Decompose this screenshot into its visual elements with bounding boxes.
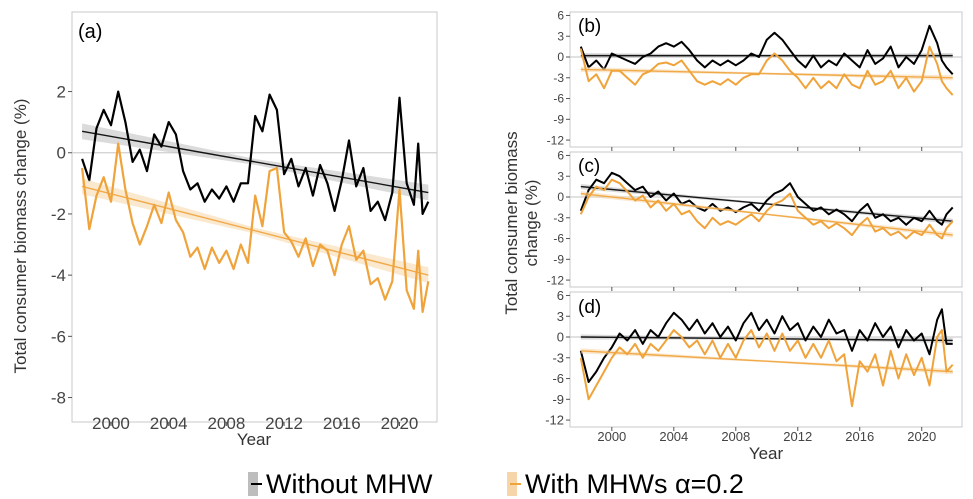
panel-a-ytick-label: 2 <box>57 83 66 102</box>
legend-label-without-mhw: Without MHW <box>266 469 433 499</box>
panel-a-xtick-label: 2016 <box>323 414 361 433</box>
panel-a-ytick-label: -4 <box>51 266 66 285</box>
panel-d-ytick-label: -6 <box>552 371 564 386</box>
panel-c-trend-line-0 <box>580 185 953 222</box>
panel-a-xlabel: Year <box>237 430 272 449</box>
panel-b-ytick-label: 3 <box>557 29 564 43</box>
panel-c-ytick-label: 0 <box>557 190 564 204</box>
panel-c-ytick-label: -6 <box>553 232 564 246</box>
panel-c-ytick-label: -3 <box>553 211 564 225</box>
panel-b: (b) 6 3 0 -3 -6 -9 -12 <box>547 9 963 151</box>
panel-a-ytick-label: -8 <box>51 388 66 407</box>
panel-d-ytick-label: -9 <box>552 392 564 407</box>
panel-d-xlabel: Year <box>749 444 784 463</box>
panel-c-ytick-label: 3 <box>557 169 564 183</box>
panel-a-xtick-label: 2004 <box>150 414 188 433</box>
panel-d-xtick-label: 2016 <box>845 429 874 444</box>
panel-c-trend-line-1 <box>580 192 953 236</box>
panel-a: (a) 2 0 -2 -4 -6 -8 2000 2004 2008 2012 2016 2020 T… <box>11 11 438 449</box>
panel-c-ytick-label: -9 <box>553 253 564 267</box>
panel-c-ytick-label: 6 <box>557 149 564 163</box>
panel-b-trend-line-1 <box>580 68 953 79</box>
panel-d-ytick-label: 6 <box>557 288 564 303</box>
panel-d-ytick-label: -12 <box>545 413 564 428</box>
panel-d-label: (d) <box>578 297 601 318</box>
panel-a-ytick-label: 0 <box>57 144 66 163</box>
panel-c-frame <box>569 151 963 288</box>
panel-a-trend-line-0 <box>81 130 429 194</box>
panel-b-series-line-0 <box>579 24 954 75</box>
panel-b-ytick-label: -6 <box>553 92 564 106</box>
panel-a-ticks: 2 0 -2 -4 -6 -8 2000 2004 2008 2012 2016 2020 <box>51 83 437 433</box>
panel-b-ytick-label: 6 <box>557 9 564 23</box>
panel-b-ytick-label: -9 <box>553 113 564 127</box>
panel-d-series <box>579 308 954 408</box>
panel-d-trend-line-1 <box>580 350 953 373</box>
panel-d-xtick-label: 2000 <box>597 429 626 444</box>
panel-d-xtick-label: 2012 <box>783 429 812 444</box>
panel-d-xtick-label: 2004 <box>659 429 688 444</box>
panel-c-label: (c) <box>578 156 600 177</box>
panel-c-ylabel-line2: change (%) <box>522 180 541 267</box>
panel-b-ytick-label: -12 <box>547 133 565 147</box>
legend-label-with-mhws: With MHWs α=0.2 <box>525 469 744 499</box>
panel-c-series-line-0 <box>579 171 954 226</box>
panel-d-trend-line-0 <box>580 336 953 342</box>
panel-a-label: (a) <box>78 21 102 43</box>
panel-d-frame <box>569 291 963 428</box>
panel-a-xtick-label: 2000 <box>92 414 130 433</box>
panel-a-frame <box>71 11 438 423</box>
panel-a-series-line-0 <box>81 90 430 222</box>
panel-a-ylabel: Total consumer biomass change (%) <box>11 99 30 374</box>
panel-a-series <box>81 90 430 313</box>
panel-d-series-line-1 <box>579 329 954 408</box>
panel-b-series-line-1 <box>579 45 954 96</box>
panel-a-xtick-label: 2020 <box>381 414 419 433</box>
panel-c-ylabel-line1: Total consumer biomass <box>502 131 521 314</box>
legend: Without MHW With MHWs α=0.2 <box>248 469 744 499</box>
panel-a-xtick-label: 2012 <box>265 414 303 433</box>
panel-c-series-line-1 <box>579 178 954 240</box>
panel-a-ytick-label: -2 <box>51 205 66 224</box>
panel-a-trend-line-1 <box>81 185 429 276</box>
panel-d: (d) 6 3 0 -3 -6 -9 -12 2000 2004 2008 2012 2016 2020… <box>545 288 963 463</box>
panel-d-ytick-label: -3 <box>552 350 564 365</box>
panel-c: (c) 630-3-6-9-12 Total consumer biomass … <box>502 131 963 315</box>
panel-b-label: (b) <box>578 16 601 37</box>
panel-b-ytick-label: -3 <box>553 71 564 85</box>
panel-a-xtick-label: 2008 <box>207 414 245 433</box>
panel-d-ytick-label: 3 <box>557 309 564 324</box>
panel-d-xtick-label: 2008 <box>721 429 750 444</box>
panel-c-series <box>579 171 954 240</box>
panel-a-series-line-1 <box>81 142 430 313</box>
panel-a-ytick-label: -6 <box>51 327 66 346</box>
panel-c-ytick-label: -12 <box>547 273 565 287</box>
panel-d-xtick-label: 2020 <box>907 429 936 444</box>
panel-b-ytick-label: 0 <box>557 50 564 64</box>
panel-d-series-line-0 <box>579 308 953 383</box>
panel-b-frame <box>569 11 963 148</box>
panel-d-ytick-label: 0 <box>557 330 564 345</box>
panel-c-ticks: 6 3 0 -3 -6 -9 -12 <box>547 149 962 291</box>
panel-b-series <box>579 24 954 96</box>
